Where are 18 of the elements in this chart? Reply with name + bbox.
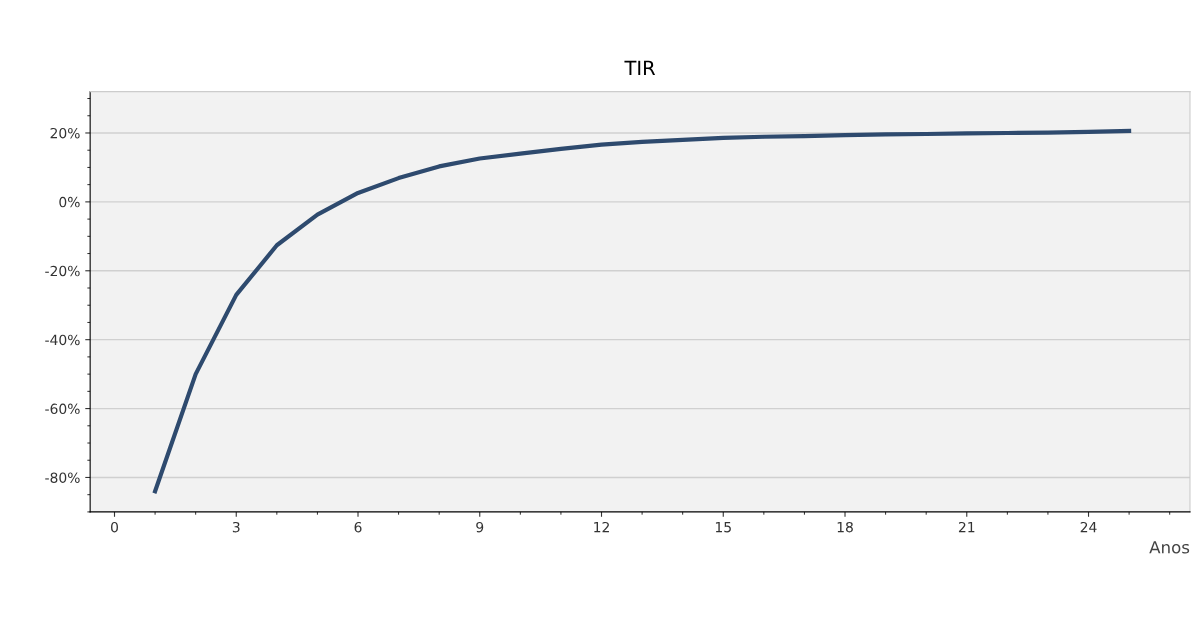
x-tick-label: 12: [594, 521, 609, 533]
x-tick-label: 9: [476, 521, 484, 533]
x-tick-label: 6: [354, 521, 362, 533]
y-tick-label: -40%: [45, 334, 80, 346]
y-tick-label: 0%: [59, 196, 80, 208]
x-tick-label: 24: [1080, 521, 1097, 533]
x-tick-label: 3: [232, 521, 240, 533]
x-tick-label: 15: [715, 522, 731, 533]
y-tick-label: 20%: [50, 127, 80, 139]
x-tick-label: 21: [958, 521, 975, 533]
line-series: [152, 128, 1132, 494]
x-tick-label: 0: [111, 521, 118, 533]
y-tick-label: -60%: [45, 403, 80, 415]
x-axis-title: Anos: [1149, 541, 1190, 554]
y-tick-label: -80%: [45, 472, 80, 483]
y-tick-label: -20%: [45, 265, 80, 277]
chart-title: TIR: [624, 60, 656, 75]
x-tick-label: 18: [837, 521, 853, 533]
